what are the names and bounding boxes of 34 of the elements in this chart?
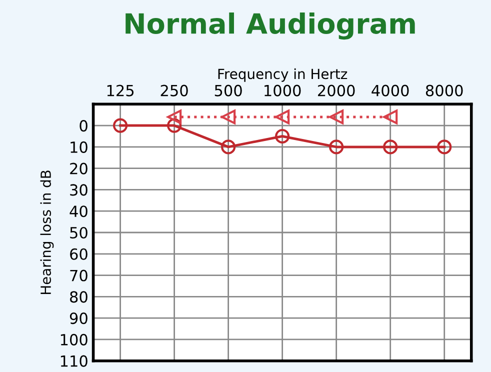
y-tick-label: 10 xyxy=(70,141,88,153)
y-tick-label: 50 xyxy=(70,226,88,239)
x-tick-label: 500 xyxy=(214,84,242,96)
y-tick-label: 100 xyxy=(60,334,88,346)
x-tick-label: 4000 xyxy=(372,84,409,96)
y-tick-label: 20 xyxy=(70,162,88,174)
chart-title: Normal Audiogram xyxy=(126,12,415,40)
y-axis-title: Hearing loss in dB xyxy=(40,170,54,294)
y-tick-label: 90 xyxy=(70,312,88,324)
point xyxy=(221,110,236,124)
y-tick-label: 110 xyxy=(60,355,88,367)
point xyxy=(113,118,128,133)
point xyxy=(167,118,182,133)
point xyxy=(383,110,398,124)
point xyxy=(275,128,290,144)
x-tick-label: 1000 xyxy=(264,84,301,96)
x-axis-title: Frequency in Hertz xyxy=(218,68,348,82)
y-tick-label: 70 xyxy=(70,270,88,282)
y-tick-label: 40 xyxy=(70,206,88,218)
point xyxy=(275,110,290,124)
y-tick-label: 0 xyxy=(80,120,88,132)
x-tick-label: 2000 xyxy=(318,84,355,96)
y-tick-label: 80 xyxy=(70,291,88,303)
point xyxy=(383,140,398,154)
point xyxy=(329,140,344,154)
x-tick-label: 8000 xyxy=(426,84,463,96)
x-tick-label: 250 xyxy=(160,84,188,96)
point xyxy=(221,140,236,154)
y-tick-label: 30 xyxy=(70,184,88,196)
point xyxy=(167,110,182,124)
point xyxy=(329,110,344,124)
x-tick-label: 125 xyxy=(107,84,134,96)
point xyxy=(437,140,452,154)
y-tick-label: 60 xyxy=(70,248,88,260)
